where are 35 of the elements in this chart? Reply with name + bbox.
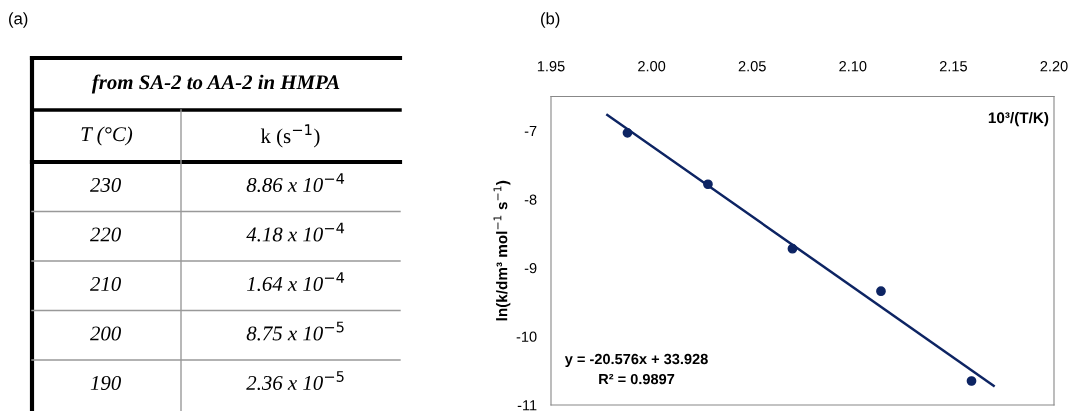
- x-tick-label: 2.20: [1040, 61, 1068, 72]
- point: [787, 243, 798, 254]
- text: 210 1.64 x 10: [90, 276, 323, 292]
- x-tick-label: 2.00: [638, 61, 666, 72]
- text: −5: [324, 371, 344, 382]
- point: [876, 286, 886, 297]
- y-tick-label: -7: [524, 126, 537, 137]
- text: −4: [324, 222, 345, 234]
- text: (b): [541, 12, 560, 28]
- annotation: y = -20.576x + 33.928: [564, 353, 708, 368]
- text: 220 4.18 x 10: [90, 227, 323, 242]
- y-tick-label: -9: [524, 262, 537, 274]
- y-axis-title: ln(k/dm³ mol$^{−1}$ s$^{−1}$): [493, 180, 511, 321]
- x-tick-label: 2.10: [839, 61, 867, 72]
- text: −4: [324, 272, 345, 283]
- text: −4: [324, 173, 345, 184]
- text: 190 2.36 x 10: [90, 375, 323, 391]
- category-label: T (°C): [81, 126, 133, 146]
- x-tick-label: 2.15: [939, 61, 967, 72]
- text: −5: [324, 321, 344, 333]
- y-tick-label: -8: [524, 194, 537, 205]
- x-tick-label: 2.05: [738, 61, 766, 72]
- y-tick-label: -11: [517, 400, 537, 411]
- point: [703, 179, 713, 190]
- point: [622, 127, 633, 138]
- text: from SA-2 to AA-2 in HMPA: [91, 74, 340, 94]
- category-label: k (s$^{−1}$): [260, 124, 320, 148]
- y-tick-label: -10: [516, 331, 537, 342]
- annotation: R² = 0.9897: [599, 373, 675, 385]
- text: (a): [9, 12, 28, 28]
- text: 200 8.75 x 10: [90, 326, 323, 341]
- x-tick-label: 1.95: [537, 61, 565, 72]
- text: 230 8.86 x 10: [90, 177, 323, 193]
- x-axis-title: 10³/(T/K): [988, 111, 1049, 127]
- point: [966, 376, 977, 386]
